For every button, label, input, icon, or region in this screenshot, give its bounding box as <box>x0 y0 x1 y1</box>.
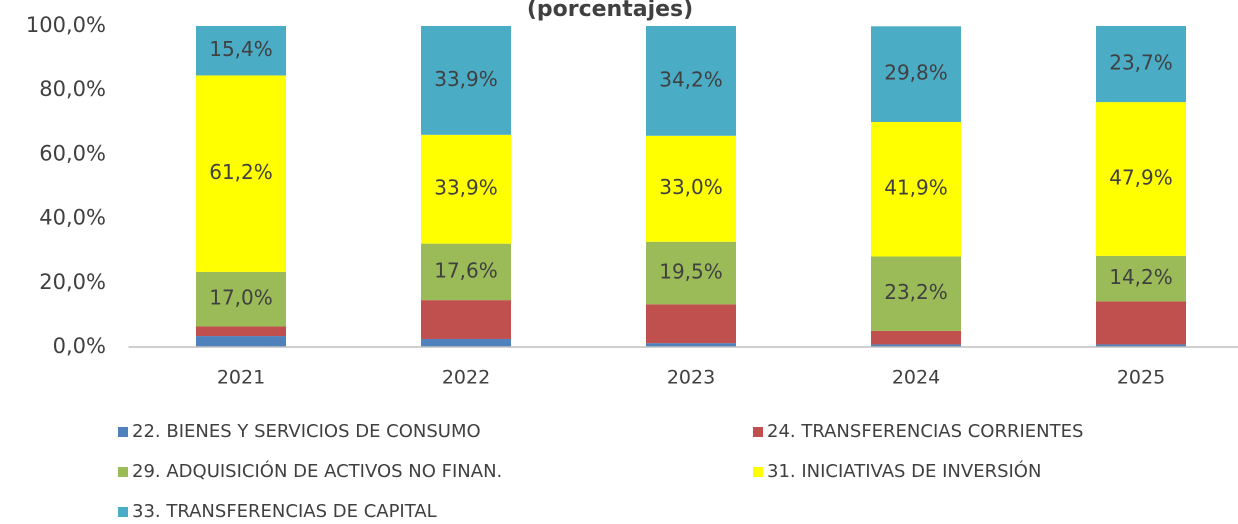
data-label: 29,8% <box>884 61 948 85</box>
bar-segment <box>646 26 736 136</box>
bar-segment <box>1096 344 1186 347</box>
bar-segment <box>421 300 511 339</box>
bar-segment <box>196 271 286 327</box>
x-tick-label: 2021 <box>217 367 265 389</box>
legend-label: 31. INICIATIVAS DE INVERSIÓN <box>767 460 1041 482</box>
data-label: 61,2% <box>209 160 273 184</box>
data-label: 41,9% <box>884 176 948 200</box>
bar-segment <box>871 121 961 257</box>
legend-swatch <box>118 427 128 437</box>
data-label: 33,9% <box>434 67 498 91</box>
legend-swatch <box>118 467 128 477</box>
bar-segment <box>421 243 511 301</box>
bar-segment <box>196 26 286 76</box>
bar-segment <box>1096 102 1186 256</box>
data-label: 23,7% <box>1109 51 1173 75</box>
data-label: 33,9% <box>434 176 498 200</box>
bar-segment <box>646 304 736 344</box>
x-tick-label: 2022 <box>442 367 490 389</box>
legend-label: 33. TRANSFERENCIAS DE CAPITAL <box>132 501 437 522</box>
bar-segment <box>646 343 736 347</box>
data-label: 17,0% <box>209 286 273 310</box>
y-tick-label: 60,0% <box>39 141 106 165</box>
data-label: 23,2% <box>884 280 948 304</box>
bar-segment <box>196 75 286 272</box>
bar-segment <box>646 241 736 305</box>
bar-segment <box>196 336 286 347</box>
legend-label: 29. ADQUISICIÓN DE ACTIVOS NO FINAN. <box>132 460 502 482</box>
y-tick-label: 20,0% <box>39 270 106 294</box>
x-tick-label: 2024 <box>892 367 940 389</box>
legend-swatch <box>753 427 763 437</box>
legend-label: 22. BIENES Y SERVICIOS DE CONSUMO <box>132 421 481 442</box>
data-label: 15,4% <box>209 37 273 61</box>
bar-segment <box>871 330 961 345</box>
data-label: 14,2% <box>1109 265 1173 289</box>
bar-segment <box>871 256 961 331</box>
bar-segment <box>1096 26 1186 103</box>
bar-segment <box>1096 255 1186 302</box>
data-label: 17,6% <box>434 258 498 282</box>
data-label: 34,2% <box>659 67 723 91</box>
bar-segment <box>871 344 961 347</box>
data-label: 47,9% <box>1109 165 1173 189</box>
bar-segment <box>871 26 961 122</box>
legend-swatch <box>118 507 128 517</box>
bar-segment <box>421 134 511 244</box>
y-tick-label: 40,0% <box>39 206 106 230</box>
bar-segment <box>646 135 736 242</box>
bar-segment <box>196 326 286 337</box>
bar-segment <box>421 26 511 135</box>
bar-segment <box>421 338 511 347</box>
chart-title: (porcentajes) <box>527 0 693 22</box>
y-tick-label: 80,0% <box>39 77 106 101</box>
y-tick-label: 0,0% <box>53 334 106 358</box>
bar-segment <box>1096 301 1186 345</box>
legend-swatch <box>753 467 763 477</box>
x-tick-label: 2023 <box>667 367 715 389</box>
data-label: 33,0% <box>659 175 723 199</box>
legend-label: 24. TRANSFERENCIAS CORRIENTES <box>767 421 1083 442</box>
data-label: 19,5% <box>659 260 723 284</box>
y-tick-label: 100,0% <box>26 13 106 37</box>
x-tick-label: 2025 <box>1117 367 1165 389</box>
